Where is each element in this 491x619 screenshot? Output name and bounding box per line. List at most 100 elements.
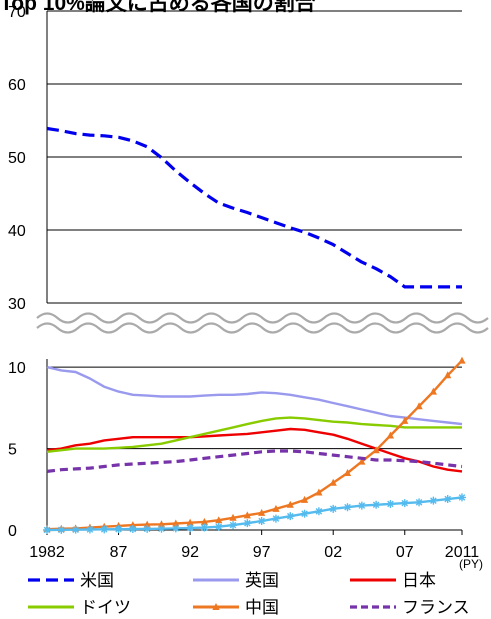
y-tick-label: 10 (8, 360, 26, 377)
series-line (46, 427, 463, 473)
legend-item: 米国 (28, 571, 114, 591)
data-point-asterisk (229, 521, 238, 530)
data-point-asterisk (43, 526, 51, 534)
x-tick-label: 2011 (445, 544, 480, 561)
data-point-triangle (143, 520, 151, 528)
series-ドイツ (46, 416, 462, 453)
x-axis-unit: (PY) (459, 557, 483, 571)
data-point-triangle (258, 508, 266, 516)
data-point-triangle (243, 511, 251, 519)
data-point-asterisk (329, 504, 338, 513)
data-point-asterisk (71, 525, 80, 534)
y-tick-label: 70 (8, 4, 26, 21)
legend-label: フランス (402, 598, 470, 618)
series-unlabeled (43, 493, 466, 534)
data-point-triangle (343, 469, 352, 476)
data-point-asterisk (157, 524, 166, 533)
tick-labels: 30 40 50 60 70 0 5 10 1982 87 92 97 02 07 2011(PY) (8, 4, 483, 571)
data-point-triangle (186, 518, 194, 526)
data-point-triangle (229, 513, 237, 521)
y-tick-label: 60 (8, 77, 26, 94)
data-point-asterisk (143, 524, 152, 533)
y-tick-label: 40 (8, 223, 26, 240)
series-line (46, 365, 463, 426)
data-point-asterisk (243, 519, 252, 528)
legend-label: ドイツ (80, 598, 131, 618)
data-point-triangle (444, 371, 452, 379)
series-line (46, 126, 462, 289)
series-日本 (46, 427, 463, 473)
axis-break-wave-upper (36, 312, 489, 324)
series-英国 (46, 365, 463, 426)
data-point-triangle (358, 457, 366, 465)
data-point-triangle (200, 517, 209, 525)
legend-label: 中国 (245, 598, 279, 618)
data-point-asterisk (200, 523, 209, 532)
legend-label: 英国 (245, 571, 279, 591)
y-tick-label: 0 (8, 523, 17, 540)
data-point-asterisk (300, 509, 309, 518)
data-point-asterisk (286, 512, 295, 521)
data-point-triangle (415, 402, 423, 410)
axis-break (0, 312, 491, 334)
data-point-asterisk (386, 499, 395, 508)
data-point-asterisk (57, 525, 66, 534)
data-point-asterisk (171, 524, 180, 533)
legend-item: ドイツ (28, 598, 131, 618)
data-point-asterisk (458, 493, 466, 502)
data-point-triangle (329, 478, 337, 486)
data-point-asterisk (100, 525, 109, 534)
data-point-asterisk (85, 525, 94, 534)
data-point-triangle (300, 495, 309, 503)
series-米国 (46, 126, 462, 289)
data-point-asterisk (271, 514, 280, 523)
data-point-asterisk (429, 496, 438, 505)
data-point-asterisk (114, 525, 123, 534)
data-point-triangle (272, 504, 280, 512)
legend-item: 中国 (193, 598, 279, 618)
legend-item: 日本 (350, 571, 436, 591)
x-tick-label: 1982 (29, 544, 65, 561)
axis-break-wave-lower (36, 322, 489, 334)
axis-break-band (0, 312, 491, 334)
legend-item: 英国 (193, 571, 279, 591)
data-point-triangle (172, 519, 180, 527)
data-point-asterisk (214, 522, 223, 531)
data-point-triangle (157, 520, 166, 528)
x-tick-label: 97 (253, 544, 271, 561)
x-tick-label: 07 (396, 544, 414, 561)
legend-item: フランス (350, 598, 470, 618)
x-tick-label: 92 (181, 544, 199, 561)
data-point-triangle (372, 446, 380, 454)
data-point-triangle (458, 356, 466, 364)
data-point-asterisk (186, 524, 195, 533)
legend-label: 日本 (402, 571, 436, 591)
data-point-triangle (215, 516, 223, 524)
series-lines (43, 126, 466, 534)
data-point-triangle (315, 488, 323, 496)
data-point-asterisk (357, 501, 366, 510)
data-point-triangle (429, 387, 437, 395)
gridlines (47, 10, 462, 531)
data-point-asterisk (415, 498, 424, 507)
data-point-triangle (401, 416, 409, 424)
data-point-triangle (286, 500, 294, 508)
data-point-asterisk (400, 499, 409, 508)
data-point-triangle (386, 431, 395, 439)
data-point-asterisk (257, 517, 266, 526)
data-point-asterisk (314, 507, 323, 516)
legend-label: 米国 (80, 571, 114, 591)
x-tick-label: 02 (324, 544, 342, 561)
x-tick-label: 87 (110, 544, 128, 561)
data-point-asterisk (443, 495, 452, 504)
data-point-triangle (212, 603, 220, 610)
y-tick-label: 50 (8, 150, 26, 167)
series-フランス (46, 449, 463, 473)
series-line (46, 416, 462, 453)
y-tick-label: 30 (8, 296, 26, 313)
series-line (46, 449, 463, 473)
data-point-asterisk (372, 500, 381, 509)
data-point-asterisk (128, 525, 137, 534)
